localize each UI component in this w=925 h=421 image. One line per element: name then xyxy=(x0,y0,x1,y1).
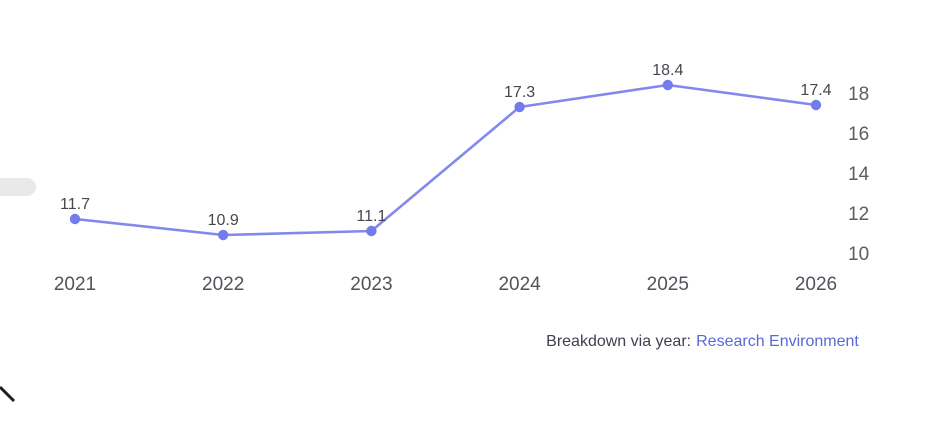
y-axis-label-12: 12 xyxy=(848,204,869,225)
data-point-2021[interactable] xyxy=(69,213,81,225)
series-line xyxy=(73,83,818,237)
x-axis-label-2023: 2023 xyxy=(350,274,392,295)
x-axis-label-2022: 2022 xyxy=(202,274,244,295)
data-point-2023[interactable] xyxy=(366,225,377,237)
point-value-label: 18.4 xyxy=(652,62,683,79)
y-axis-label-14: 14 xyxy=(848,164,870,185)
x-axis-label-2021: 2021 xyxy=(54,274,96,295)
point-value-label: 10.9 xyxy=(208,212,239,229)
data-point-2024[interactable] xyxy=(514,101,525,113)
x-axis-label-2025: 2025 xyxy=(647,274,689,295)
data-point-2022[interactable] xyxy=(218,229,229,241)
caption-text: Breakdown via year: xyxy=(546,333,692,350)
point-value-label: 17.3 xyxy=(504,84,535,101)
y-axis-label-16: 16 xyxy=(848,124,869,145)
data-point-2025[interactable] xyxy=(662,79,673,91)
point-value-label: 11.1 xyxy=(356,208,386,225)
x-axis-label-2024: 2024 xyxy=(498,274,541,295)
x-axis-label-2026: 2026 xyxy=(795,274,837,295)
chart-caption: Breakdown via year: Research Environment xyxy=(480,331,925,352)
y-axis-label-10: 10 xyxy=(848,244,869,265)
data-point-2026[interactable] xyxy=(810,99,822,111)
y-axis-label-18: 18 xyxy=(848,84,869,105)
cursor-artifact xyxy=(0,385,16,403)
point-value-label: 17.4 xyxy=(800,82,831,99)
left-edge-pill xyxy=(0,178,36,196)
research-environment-link[interactable]: Research Environment xyxy=(696,333,859,350)
point-value-label: 11.7 xyxy=(60,196,90,213)
